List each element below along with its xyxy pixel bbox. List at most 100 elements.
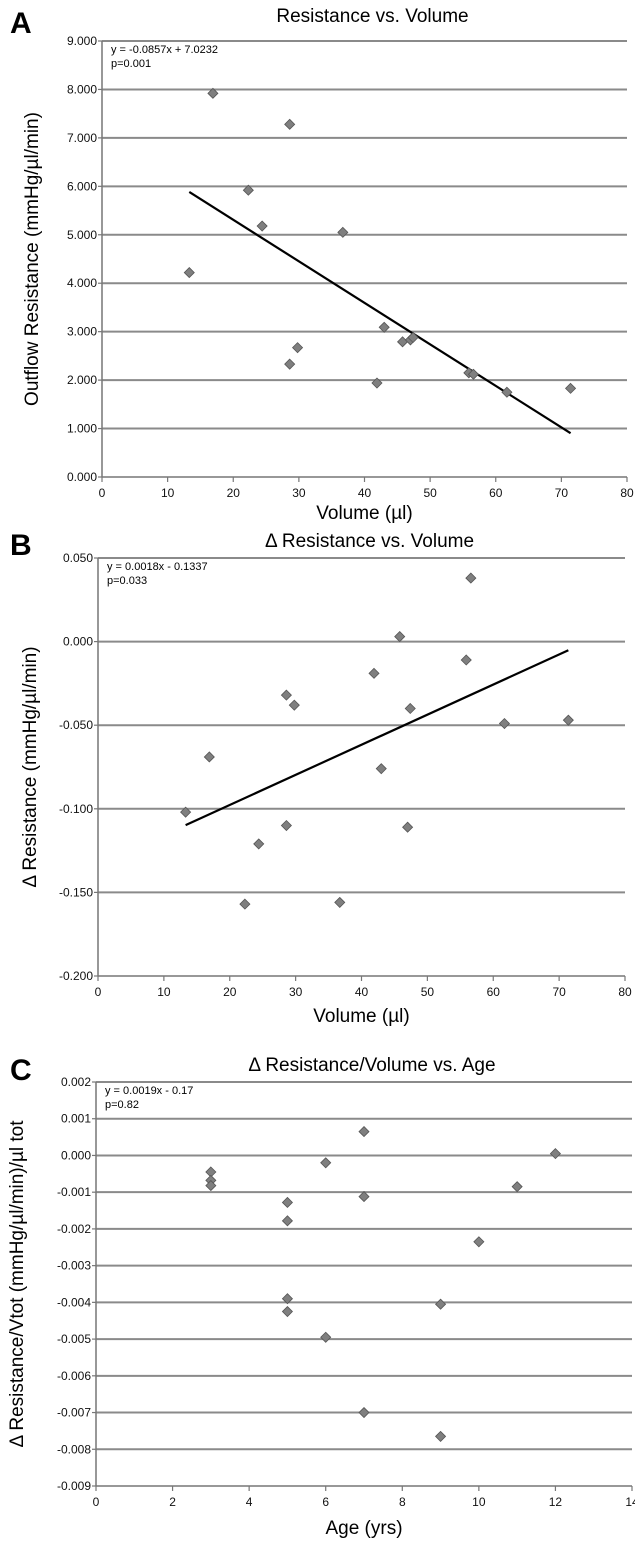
data-point	[239, 898, 251, 910]
x-tick-label: 20	[223, 985, 237, 999]
data-point	[460, 654, 472, 666]
x-tick-label: 0	[99, 486, 106, 500]
x-tick-label: 0	[93, 1495, 100, 1509]
data-point	[435, 1298, 447, 1310]
y-tick-label: -0.005	[57, 1332, 91, 1346]
y-tick-label: 0.001	[61, 1112, 91, 1126]
panel-letter: C	[10, 1054, 32, 1087]
y-tick-label: -0.002	[57, 1222, 91, 1236]
regression-equation: y = 0.0018x - 0.1337	[107, 561, 208, 573]
trendline	[188, 191, 572, 435]
x-tick-label: 30	[289, 985, 303, 999]
data-point	[407, 331, 419, 344]
x-axis-label: Volume (µl)	[316, 503, 412, 524]
x-tick-label: 6	[322, 1495, 329, 1509]
data-point	[371, 377, 383, 389]
data-point	[320, 1331, 332, 1343]
x-tick-label: 4	[246, 1495, 253, 1509]
data-point	[334, 896, 346, 908]
y-tick-label: 0.050	[63, 551, 93, 565]
y-axis-label: Δ Resistance (mmHg/µl/min)	[20, 646, 41, 887]
regression-equation: y = -0.0857x + 7.0232	[111, 44, 218, 56]
x-tick-label: 70	[552, 985, 566, 999]
data-point	[511, 1181, 523, 1193]
data-point	[564, 382, 577, 394]
chart-title: Δ Resistance/Volume vs. Age	[248, 1055, 495, 1076]
y-tick-label: 0.002	[61, 1075, 91, 1089]
x-tick-label: 20	[227, 486, 241, 500]
data-point	[396, 336, 409, 348]
x-tick-label: 80	[620, 486, 634, 500]
x-axis-label: Volume (µl)	[313, 1006, 409, 1027]
data-point	[281, 1305, 293, 1318]
y-tick-label: 4.000	[67, 276, 97, 290]
x-tick-label: 50	[423, 486, 437, 500]
y-tick-label: -0.200	[59, 969, 93, 983]
x-tick-label: 60	[487, 985, 501, 999]
x-tick-label: 2	[169, 1495, 176, 1509]
y-tick-label: -0.150	[59, 885, 93, 899]
data-point	[281, 1293, 293, 1305]
x-tick-label: 40	[358, 486, 372, 500]
data-point	[207, 87, 219, 99]
data-point	[284, 118, 296, 130]
data-point	[378, 321, 390, 333]
data-point	[242, 184, 254, 196]
y-axis-label: Δ Resistance/Vtot (mmHg/µl/min)/µl tot	[7, 1120, 28, 1448]
x-tick-label: 70	[555, 486, 569, 500]
y-tick-label: -0.003	[57, 1259, 91, 1273]
y-tick-label: 7.000	[67, 131, 97, 145]
x-tick-label: 0	[95, 985, 102, 999]
chart-panel-a: A Resistance vs. Volume 0.000 1.000 2.000 3.0…	[10, 6, 634, 524]
data-point	[203, 751, 215, 763]
data-point	[180, 806, 192, 818]
data-point	[358, 1191, 370, 1203]
y-tick-label: -0.001	[57, 1185, 91, 1199]
y-tick-label: 0.000	[61, 1148, 91, 1162]
y-tick-label: 0.000	[63, 635, 93, 649]
trendline	[185, 649, 569, 827]
y-tick-label: 3.000	[67, 325, 97, 339]
x-tick-label: 10	[472, 1495, 486, 1509]
x-tick-label: 14	[625, 1495, 635, 1509]
data-point	[320, 1157, 332, 1169]
y-tick-label: 8.000	[67, 82, 97, 96]
p-value: p=0.033	[107, 575, 147, 587]
y-tick-label: -0.004	[57, 1295, 91, 1309]
data-point	[256, 220, 268, 232]
y-tick-label: 0.000	[67, 470, 97, 484]
data-point	[549, 1148, 561, 1160]
data-point	[394, 631, 406, 643]
panel-letter: A	[10, 7, 32, 40]
data-point	[402, 821, 414, 833]
data-point	[473, 1236, 485, 1248]
data-point	[375, 763, 387, 775]
y-tick-label: -0.050	[59, 718, 93, 732]
x-tick-label: 8	[399, 1495, 406, 1509]
chart-panel-c: C Δ Resistance/Volume vs. Age -0.009 -0.008…	[7, 1054, 635, 1539]
y-axis-label: Outflow Resistance (mmHg/µl/min)	[22, 112, 43, 406]
chart-panel-b: B Δ Resistance vs. Volume -0.200 -0.150 -0.1…	[10, 529, 632, 1027]
y-tick-label: -0.100	[59, 802, 93, 816]
x-axis-label: Age (yrs)	[325, 1518, 402, 1539]
y-tick-label: 6.000	[67, 179, 97, 193]
regression-equation: y = 0.0019x - 0.17	[105, 1085, 193, 1097]
data-point	[253, 838, 265, 850]
data-point	[498, 717, 511, 730]
y-tick-label: 1.000	[67, 422, 97, 436]
data-point	[562, 714, 574, 726]
p-value: p=0.82	[105, 1099, 139, 1111]
x-tick-label: 80	[618, 985, 632, 999]
data-point	[280, 689, 292, 701]
data-point	[435, 1430, 447, 1442]
data-point	[467, 368, 480, 380]
y-tick-label: -0.006	[57, 1369, 91, 1383]
y-tick-label: 5.000	[67, 228, 97, 242]
x-tick-label: 40	[355, 985, 369, 999]
data-point	[291, 342, 304, 354]
y-tick-label: -0.009	[57, 1479, 91, 1493]
y-tick-label: 9.000	[67, 34, 97, 48]
y-tick-label: 2.000	[67, 373, 97, 387]
x-tick-label: 60	[489, 486, 503, 500]
